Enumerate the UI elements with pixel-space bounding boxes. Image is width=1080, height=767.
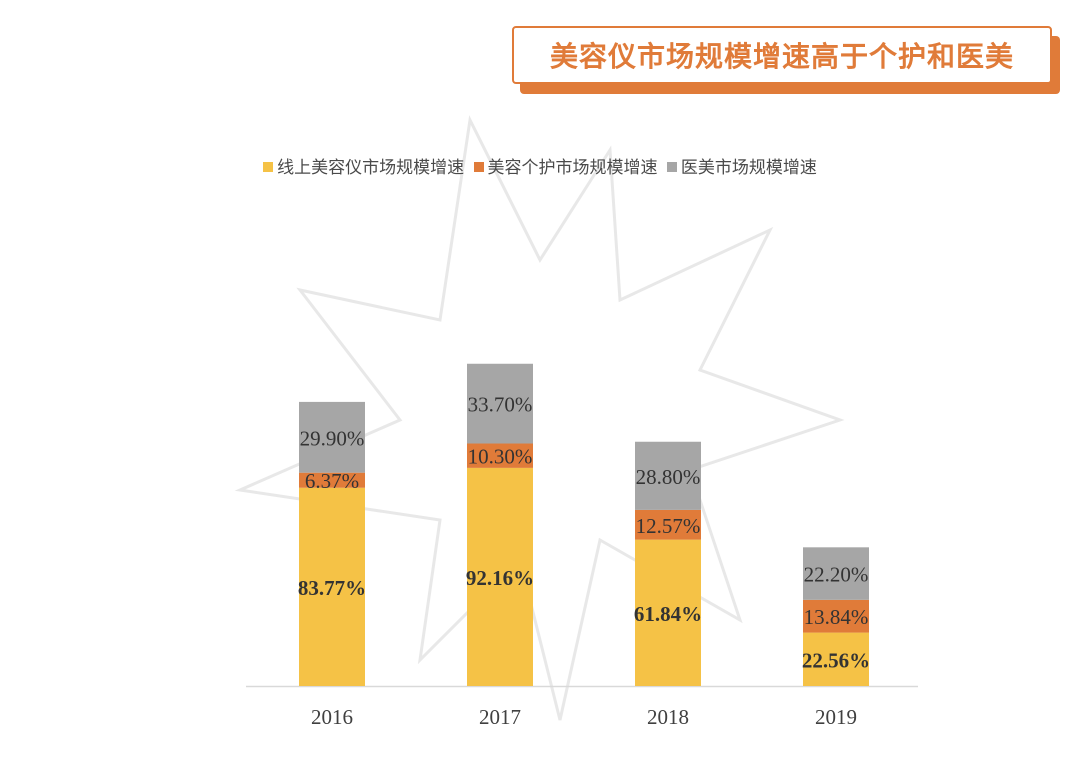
legend-item-personal-care: 美容个护市场规模增速 xyxy=(473,153,658,178)
data-label-online-2018: 61.84% xyxy=(634,602,702,626)
bar-personal-care-2016 xyxy=(299,472,365,488)
legend: 线上美容仪市场规模增速 美容个护市场规模增速 医美市场规模增速 xyxy=(0,153,1080,178)
bar-medical-2019 xyxy=(803,547,869,600)
x-tick-label-2017: 2017 xyxy=(479,705,521,729)
bar-personal-care-2019 xyxy=(803,599,869,633)
data-label-personal-care-2019: 13.84% xyxy=(804,605,869,629)
bar-medical-2017 xyxy=(467,363,533,444)
legend-label-medical: 医美市场规模增速 xyxy=(680,158,817,178)
data-label-online-2019: 22.56% xyxy=(802,648,870,672)
legend-item-online: 线上美容仪市场规模增速 xyxy=(263,153,464,178)
chart-title: 美容仪市场规模增速高于个护和医美 xyxy=(549,40,1014,73)
data-label-medical-2017: 33.70% xyxy=(468,393,533,417)
legend-swatch-personal-care xyxy=(473,161,484,172)
legend-item-medical: 医美市场规模增速 xyxy=(666,153,817,178)
bar-online-2017 xyxy=(467,467,533,686)
data-label-online-2017: 92.16% xyxy=(466,566,534,590)
data-label-personal-care-2017: 10.30% xyxy=(468,445,533,469)
data-label-medical-2018: 28.80% xyxy=(636,465,701,489)
bar-online-2019 xyxy=(803,632,869,686)
data-label-online-2016: 83.77% xyxy=(298,576,366,600)
bar-online-2016 xyxy=(299,487,365,686)
legend-swatch-online xyxy=(263,161,274,172)
x-tick-label-2018: 2018 xyxy=(647,705,689,729)
legend-swatch-medical xyxy=(666,161,677,172)
bar-personal-care-2018 xyxy=(635,509,701,540)
x-tick-label-2016: 2016 xyxy=(311,705,353,729)
bar-medical-2016 xyxy=(299,401,365,473)
data-label-medical-2019: 22.20% xyxy=(804,563,869,587)
bar-medical-2018 xyxy=(635,441,701,510)
data-label-personal-care-2016: 6.37% xyxy=(305,469,359,493)
data-label-personal-care-2018: 12.57% xyxy=(636,514,701,538)
legend-label-personal-care: 美容个护市场规模增速 xyxy=(487,158,658,178)
x-tick-label-2019: 2019 xyxy=(815,705,857,729)
legend-label-online: 线上美容仪市场规模增速 xyxy=(277,158,465,178)
bar-online-2018 xyxy=(635,539,701,686)
data-label-medical-2016: 29.90% xyxy=(300,426,365,450)
title-box: 美容仪市场规模增速高于个护和医美 xyxy=(512,26,1052,84)
bar-personal-care-2017 xyxy=(467,443,533,468)
